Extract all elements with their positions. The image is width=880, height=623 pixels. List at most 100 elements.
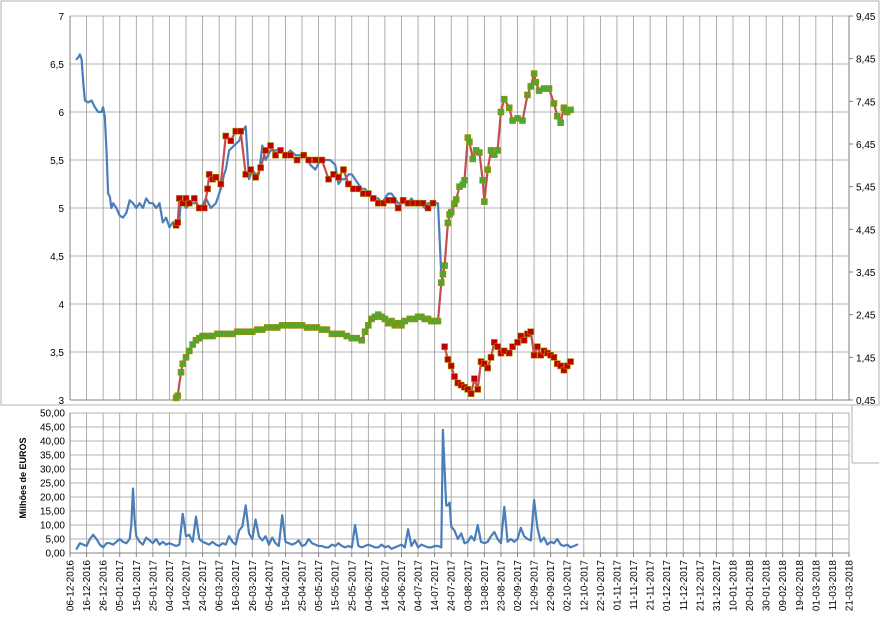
data-point-marker [394, 204, 402, 212]
x-tick-label: 15-01-2017 [132, 560, 143, 612]
data-point-marker [467, 390, 475, 397]
data-point-marker [464, 386, 472, 393]
data-point-marker [345, 180, 352, 188]
data-point-marker [358, 336, 366, 344]
data-point-marker [444, 356, 452, 363]
data-point-marker [222, 132, 230, 140]
data-point-marker [557, 362, 564, 370]
data-point-marker [182, 354, 190, 361]
left-y-tick-label: 4 [58, 300, 64, 311]
data-point-marker [287, 151, 294, 159]
data-point-marker [534, 343, 541, 350]
data-point-marker [563, 362, 571, 370]
upper-series-line-1 [75, 53, 444, 282]
plot-frames [0, 0, 880, 554]
x-tick-label: 13-08-2017 [480, 560, 491, 612]
right-y-tick-label: 2,45 [856, 311, 876, 322]
x-tick-label: 14-07-2017 [430, 560, 441, 612]
x-tick-label: 21-11-2017 [646, 560, 657, 611]
right-y-tick-label: 7,45 [856, 97, 876, 108]
data-point-marker [439, 270, 447, 278]
x-tick-label: 02-10-2017 [563, 560, 574, 612]
left-y-tick-label: 3 [58, 396, 64, 407]
right-y-tick-label: 4,45 [856, 225, 876, 236]
lower-y-tick-label: 45,00 [40, 423, 65, 434]
data-point-marker [476, 149, 483, 156]
data-point-marker [305, 156, 312, 164]
data-point-marker [355, 185, 362, 193]
data-point-marker [204, 185, 211, 193]
x-tick-label: 24-06-2017 [397, 560, 408, 612]
data-point-marker [545, 85, 553, 92]
data-point-marker [494, 343, 501, 350]
data-point-marker [186, 347, 193, 355]
data-point-marker [557, 119, 564, 126]
data-point-marker [479, 176, 487, 184]
left-y-tick-label: 3,5 [50, 348, 64, 359]
data-point-marker [179, 199, 187, 207]
upper-chart-border [0, 0, 880, 406]
x-tick-label: 05-01-2017 [115, 560, 126, 612]
data-point-marker [520, 336, 528, 344]
data-point-marker [318, 156, 326, 164]
data-point-marker [389, 197, 397, 204]
data-point-marker [452, 196, 460, 203]
data-point-marker [242, 171, 249, 178]
right-y-tick-label: 8,45 [856, 55, 876, 66]
x-tick-label: 04-02-2017 [165, 560, 176, 612]
x-tick-label: 20-01-2018 [745, 560, 756, 612]
data-point-marker [494, 147, 501, 154]
data-point-marker [567, 358, 574, 365]
x-tick-label: 10-01-2018 [728, 560, 739, 612]
data-point-marker [419, 199, 427, 207]
x-tick-label: 21-03-2018 [845, 560, 856, 612]
data-point-marker [530, 70, 538, 77]
data-point-marker [505, 104, 513, 112]
data-point-marker [517, 332, 525, 340]
data-point-marker [388, 317, 395, 325]
data-point-marker [293, 156, 301, 164]
x-tick-label: 11-12-2017 [679, 560, 690, 611]
data-point-marker [567, 106, 574, 114]
x-tick-label: 11-03-2018 [828, 560, 839, 611]
x-tick-label: 15-04-2017 [281, 560, 292, 612]
lower-y-tick-label: 10,00 [40, 521, 65, 532]
data-point-marker [277, 147, 284, 154]
data-point-marker [370, 195, 377, 202]
data-point-marker [267, 142, 274, 149]
x-tick-label: 25-01-2017 [148, 560, 159, 612]
x-tick-label: 31-12-2017 [712, 560, 723, 612]
data-point-marker [471, 375, 478, 382]
data-point-marker [174, 219, 182, 226]
data-point-marker [550, 354, 558, 361]
data-point-marker [174, 392, 182, 400]
data-point-marker [524, 91, 531, 99]
data-point-marker [381, 315, 389, 323]
data-point-marker [484, 364, 491, 372]
data-point-marker [177, 368, 185, 376]
x-tick-label: 26-03-2017 [248, 560, 259, 612]
data-point-marker [441, 262, 448, 269]
data-point-marker [429, 199, 437, 207]
right-y-tick-label: 1,45 [856, 353, 876, 364]
x-tick-label: 11-11-2017 [629, 560, 640, 610]
x-tick-label: 12-09-2017 [530, 560, 541, 612]
data-point-marker [550, 100, 558, 107]
lower-y-tick-label: 15,00 [40, 507, 65, 518]
data-point-marker [491, 151, 498, 158]
x-tick-label: 05-04-2017 [264, 560, 275, 612]
data-point-marker [361, 328, 369, 336]
left-y-tick-label: 6,5 [50, 60, 64, 71]
lower-y-tick-label: 50,00 [40, 409, 65, 420]
left-y-tick-label: 7 [58, 12, 64, 23]
lower-y-tick-label: 35,00 [40, 451, 65, 462]
data-point-marker [272, 151, 279, 159]
data-point-marker [481, 198, 488, 205]
data-point-marker [365, 190, 372, 197]
data-point-marker [325, 175, 332, 183]
data-point-marker [447, 362, 455, 370]
x-tick-label: 23-08-2017 [496, 560, 507, 612]
upper-gridlines [69, 15, 853, 401]
data-point-marker [444, 219, 452, 227]
